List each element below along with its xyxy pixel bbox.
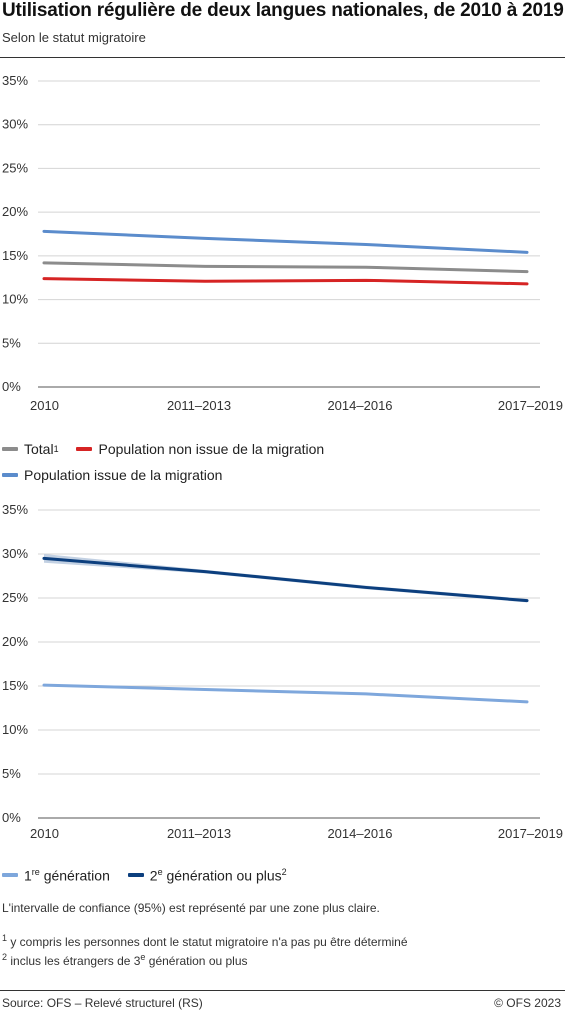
copyright-text: © OFS 2023 — [494, 996, 561, 1010]
x-tick-label: 2011–2013 — [167, 826, 231, 841]
legend-chart2-row: 1re génération 2e génération ou plus2 — [2, 864, 301, 883]
series-line — [42, 556, 529, 603]
y-tick-label: 35% — [2, 73, 28, 88]
chart-title: Utilisation régulière de deux langues na… — [2, 0, 564, 21]
legend-label-gen1: 1re génération — [24, 866, 110, 884]
legend-swatch-gen2 — [127, 873, 144, 877]
legend-item-gen1: 1re génération — [2, 866, 110, 884]
legend-label-gen2: 2e génération ou plus2 — [149, 866, 287, 884]
legend-chart1-row2: Population issue de la migration — [2, 464, 236, 483]
y-tick-label: 10% — [2, 292, 28, 307]
footnote-ref-2: 2 — [281, 866, 287, 877]
source-text: Source: OFS – Relevé structurel (RS) — [2, 996, 203, 1010]
legend-swatch-total — [2, 447, 18, 451]
footnote-1: 1 y compris les personnes dont le statut… — [2, 933, 408, 949]
chart-subtitle: Selon le statut migratoire — [2, 30, 146, 45]
y-tick-label: 10% — [2, 722, 28, 737]
legend-swatch-gen1 — [2, 873, 18, 877]
y-tick-label: 30% — [2, 117, 28, 132]
footnote-ref-1: 1 — [53, 444, 59, 454]
y-tick-label: 25% — [2, 160, 28, 175]
bottom-divider — [0, 990, 565, 991]
y-tick-label: 15% — [2, 248, 28, 263]
series-line — [42, 683, 529, 704]
y-tick-label: 20% — [2, 204, 28, 219]
legend-label-non-migration: Population non issue de la migration — [98, 441, 325, 457]
confidence-interval-note: L'intervalle de confiance (95%) est repr… — [2, 901, 380, 915]
legend-swatch-non-migration — [76, 447, 93, 451]
y-tick-label: 30% — [2, 546, 28, 561]
x-tick-label: 2017–2019 — [498, 826, 563, 841]
legend-chart1-row1: Total 1 Population non issue de la migrat… — [2, 438, 338, 457]
y-tick-label: 0% — [2, 379, 21, 394]
y-tick-label: 5% — [2, 335, 21, 350]
x-tick-label: 2014–2016 — [327, 398, 392, 413]
x-tick-label: 2014–2016 — [327, 826, 392, 841]
y-tick-label: 20% — [2, 634, 28, 649]
legend-swatch-migration — [2, 473, 18, 477]
top-divider — [0, 57, 565, 58]
legend-item-migration: Population issue de la migration — [2, 467, 222, 483]
y-tick-label: 5% — [2, 766, 21, 781]
legend-item-total: Total 1 — [2, 441, 59, 457]
legend-item-non-migration: Population non issue de la migration — [76, 441, 324, 457]
legend-label-total: Total — [24, 441, 54, 457]
y-tick-label: 15% — [2, 678, 28, 693]
x-tick-label: 2010 — [30, 826, 59, 841]
x-tick-label: 2010 — [30, 398, 59, 413]
y-tick-label: 35% — [2, 502, 28, 517]
series-line — [42, 277, 529, 286]
x-tick-label: 2017–2019 — [498, 398, 563, 413]
series-line — [42, 229, 529, 254]
series-line — [42, 261, 529, 274]
charts-canvas: 35%30%25%20%15%10%5%0%2010 2011–2013 2014–… — [2, 73, 563, 841]
y-tick-label: 25% — [2, 590, 28, 605]
legend-label-migration: Population issue de la migration — [24, 467, 223, 483]
footnote-2: 2 inclus les étrangers de 3e génération … — [2, 952, 248, 968]
legend-item-gen2: 2e génération ou plus2 — [127, 866, 287, 884]
x-tick-label: 2011–2013 — [167, 398, 231, 413]
y-tick-label: 0% — [2, 810, 21, 825]
